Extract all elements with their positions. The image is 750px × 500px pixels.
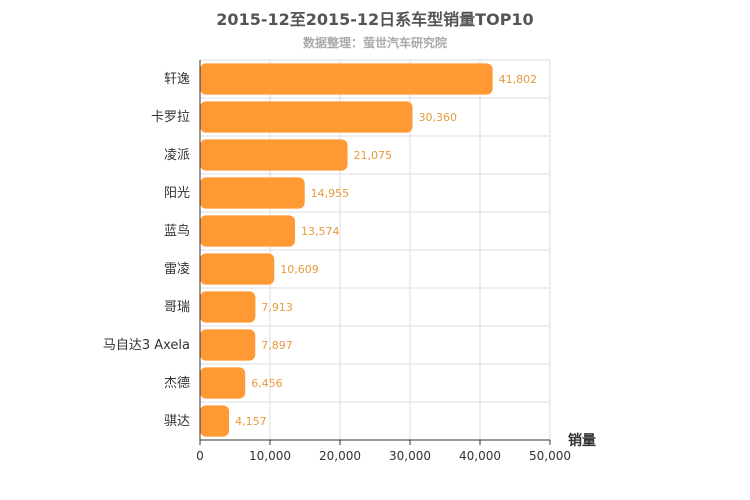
chart-title: 2015-12至2015-12日系车型销量TOP10: [216, 10, 534, 29]
data-label: 10,609: [280, 263, 319, 276]
category-label: 卡罗拉: [151, 110, 190, 125]
data-label: 4,157: [235, 415, 267, 428]
value-labels: 41,802 30,360 21,075 14,955 13,574 10,609 7,91…: [235, 73, 537, 428]
x-tick-label: 40,000: [459, 449, 501, 463]
x-axis-title: 销量: [568, 432, 596, 449]
x-tick-label: 10,000: [249, 449, 291, 463]
bars: [200, 63, 493, 437]
bar: [200, 139, 348, 171]
x-tick-label: 50,000: [529, 449, 571, 463]
bar: [200, 101, 413, 133]
data-label: 6,456: [251, 377, 283, 390]
bar: [200, 405, 230, 437]
bar: [200, 63, 493, 95]
category-label: 雷凌: [164, 262, 190, 277]
bar: [200, 177, 305, 209]
category-label: 马自达3 Axela: [103, 338, 190, 353]
category-label: 骐达: [164, 414, 190, 429]
bar: [200, 253, 275, 285]
data-label: 30,360: [419, 111, 458, 124]
data-label: 14,955: [311, 187, 350, 200]
category-label: 哥瑞: [164, 300, 190, 315]
x-tick-label: 20,000: [319, 449, 361, 463]
bar: [200, 329, 256, 361]
data-label: 7,897: [261, 339, 293, 352]
category-label: 阳光: [164, 186, 190, 201]
chart-subtitle: 数据整理：萤世汽车研究院: [302, 36, 447, 50]
data-label: 13,574: [301, 225, 340, 238]
x-tick-label: 30,000: [389, 449, 431, 463]
category-label: 杰德: [164, 376, 190, 391]
bar: [200, 291, 256, 323]
x-tick-label: 0: [196, 449, 204, 463]
data-label: 21,075: [354, 149, 393, 162]
category-label: 轩逸: [164, 72, 190, 87]
data-label: 7,913: [261, 301, 293, 314]
bar: [200, 367, 246, 399]
category-label: 蓝鸟: [164, 223, 190, 239]
grid-lines: [199, 59, 551, 441]
category-label: 凌派: [164, 148, 190, 163]
data-label: 41,802: [499, 73, 538, 86]
bar: [200, 215, 296, 247]
